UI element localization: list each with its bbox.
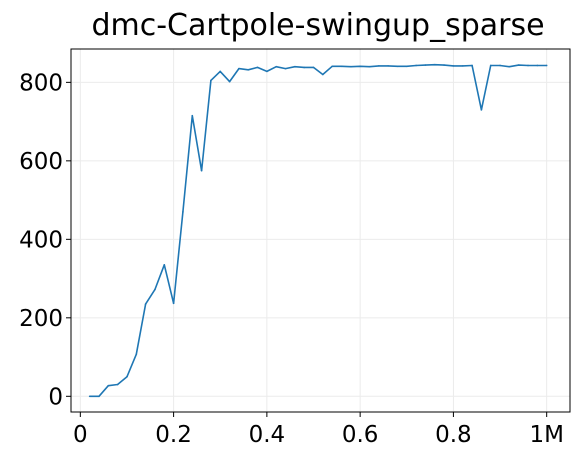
data-point — [247, 68, 250, 71]
data-point — [275, 65, 277, 68]
axis-ticks: 0 0.2 0.4 0.6 0.8 1M 0 200 400 600 800 — [19, 70, 564, 448]
plot-frame — [70, 48, 571, 413]
series-layer — [88, 63, 548, 398]
data-point — [415, 64, 417, 67]
x-tick-label: 1M — [529, 422, 563, 448]
data-point — [433, 63, 436, 66]
data-point — [377, 65, 380, 67]
x-tick-label: 0.4 — [249, 422, 286, 448]
data-point — [350, 65, 352, 68]
y-tick-label: 0 — [48, 384, 63, 410]
data-point — [135, 353, 138, 356]
data-point — [219, 70, 222, 73]
data-point — [387, 65, 389, 67]
data-point — [452, 65, 455, 67]
series-line — [89, 63, 547, 398]
data-point — [303, 66, 305, 69]
data-point — [536, 64, 539, 67]
data-point — [312, 66, 315, 69]
data-point — [172, 302, 175, 305]
data-point — [331, 65, 333, 68]
data-point — [471, 64, 473, 67]
data-point — [266, 70, 268, 73]
data-point — [294, 65, 296, 68]
data-point — [443, 64, 445, 66]
data-point — [200, 169, 203, 172]
data-point — [163, 264, 166, 266]
data-point — [405, 65, 408, 68]
x-tick-label: 0.2 — [155, 422, 192, 448]
grid-lines — [71, 49, 570, 412]
data-point — [154, 288, 156, 291]
y-tick-label: 400 — [19, 227, 63, 253]
data-point — [480, 109, 483, 111]
data-point — [126, 375, 128, 378]
data-point — [98, 395, 100, 398]
data-point — [228, 80, 231, 83]
data-point — [191, 114, 194, 117]
data-point — [517, 64, 520, 66]
data-point — [424, 64, 427, 66]
data-point — [359, 65, 361, 68]
data-point — [508, 65, 511, 68]
data-point — [210, 79, 212, 82]
chart-title: dmc-Cartpole-swingup_sparse — [91, 8, 544, 43]
data-point — [461, 65, 464, 67]
data-point — [527, 64, 529, 67]
data-point — [368, 65, 371, 68]
data-point — [238, 67, 240, 70]
data-point — [545, 64, 548, 67]
y-tick-label: 800 — [19, 70, 63, 96]
x-tick-label: 0.6 — [342, 422, 379, 448]
data-point — [284, 67, 287, 70]
y-tick-label: 600 — [19, 149, 63, 175]
data-point — [340, 65, 343, 68]
x-tick-label: 0 — [73, 422, 88, 448]
data-point — [116, 383, 119, 386]
data-point — [322, 73, 324, 76]
data-point — [144, 303, 147, 305]
x-tick-label: 0.8 — [435, 422, 472, 448]
data-point — [256, 66, 259, 69]
data-point — [182, 211, 184, 213]
data-point — [489, 64, 492, 67]
data-point — [499, 64, 501, 67]
data-point — [107, 384, 110, 387]
data-point — [396, 65, 399, 68]
y-tick-label: 200 — [19, 306, 63, 332]
data-point — [88, 395, 91, 398]
